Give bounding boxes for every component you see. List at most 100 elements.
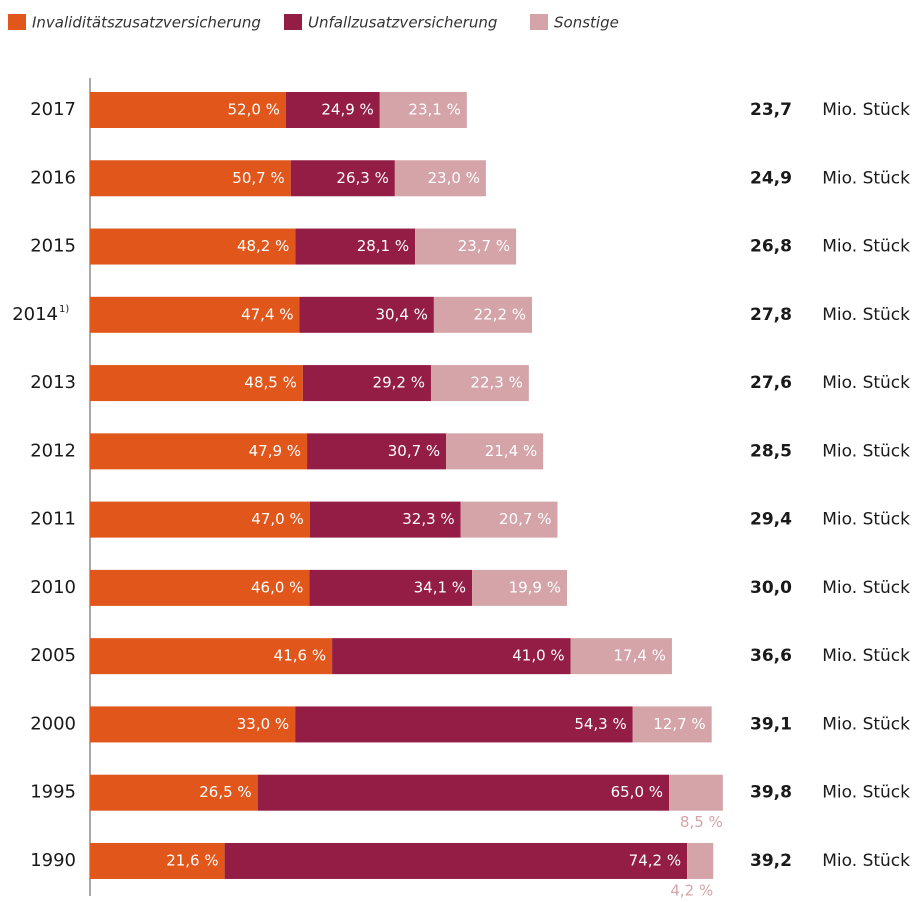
total-value: 27,6 bbox=[750, 373, 792, 393]
total-unit: Mio. Stück bbox=[822, 578, 910, 598]
segment-label: 46,0 % bbox=[251, 578, 303, 596]
bar-segment bbox=[394, 160, 486, 197]
bar-segment bbox=[295, 228, 416, 265]
segment-label: 12,7 % bbox=[653, 715, 705, 733]
bar-segment bbox=[430, 365, 529, 402]
bar-segment bbox=[307, 433, 447, 470]
total-unit: Mio. Stück bbox=[822, 168, 910, 188]
bar-segment bbox=[290, 160, 395, 197]
total-unit: Mio. Stück bbox=[822, 510, 910, 530]
legend-label: Unfallzusatzversicherung bbox=[308, 14, 497, 32]
bar-segment bbox=[224, 842, 688, 879]
total-value: 26,8 bbox=[750, 237, 792, 257]
segment-label: 50,7 % bbox=[232, 169, 284, 187]
bar-segment bbox=[295, 706, 633, 743]
segment-label: 23,7 % bbox=[458, 237, 510, 255]
total-value: 30,0 bbox=[750, 578, 792, 598]
segment-label: 47,9 % bbox=[249, 442, 301, 460]
bar-segment bbox=[687, 842, 714, 879]
total-value: 39,8 bbox=[750, 783, 792, 803]
total-value: 36,6 bbox=[750, 646, 792, 666]
segment-label: 19,9 % bbox=[509, 578, 561, 596]
segment-label: 28,1 % bbox=[357, 237, 409, 255]
segment-label: 26,5 % bbox=[199, 783, 251, 801]
total-value: 24,9 bbox=[750, 168, 792, 188]
segment-label: 24,9 % bbox=[321, 101, 373, 119]
total-value: 28,5 bbox=[750, 441, 792, 461]
total-unit: Mio. Stück bbox=[822, 646, 910, 666]
segment-label: 54,3 % bbox=[574, 715, 626, 733]
segment-label: 47,4 % bbox=[241, 305, 293, 323]
category-label: 2010 bbox=[30, 577, 76, 598]
category-label: 1990 bbox=[30, 850, 76, 871]
segment-label: 34,1 % bbox=[414, 578, 466, 596]
segment-label: 22,3 % bbox=[470, 374, 522, 392]
bar-segment bbox=[309, 569, 473, 606]
bar-segment bbox=[90, 706, 296, 743]
bar-segment bbox=[570, 638, 672, 675]
total-value: 23,7 bbox=[750, 100, 792, 120]
bar-segment bbox=[302, 365, 431, 402]
total-unit: Mio. Stück bbox=[822, 100, 910, 120]
bar-segment bbox=[90, 296, 300, 333]
segment-label: 47,0 % bbox=[251, 510, 303, 528]
category-label: 2014 bbox=[12, 304, 58, 325]
segment-label: 52,0 % bbox=[228, 101, 280, 119]
legend-swatch bbox=[284, 14, 302, 30]
bar-segment bbox=[90, 160, 291, 197]
segment-label: 26,3 % bbox=[336, 169, 388, 187]
bar-segment bbox=[472, 569, 567, 606]
total-unit: Mio. Stück bbox=[822, 851, 910, 871]
segment-label: 23,0 % bbox=[427, 169, 479, 187]
total-value: 27,8 bbox=[750, 305, 792, 325]
category-label: 2012 bbox=[30, 440, 76, 461]
bar-segment bbox=[90, 569, 310, 606]
category-label: 2011 bbox=[30, 509, 76, 530]
bar-segment bbox=[415, 228, 517, 265]
total-value: 29,4 bbox=[750, 510, 792, 530]
segment-label: 74,2 % bbox=[629, 851, 681, 869]
total-unit: Mio. Stück bbox=[822, 237, 910, 257]
segment-label: 8,5 % bbox=[680, 813, 723, 831]
total-unit: Mio. Stück bbox=[822, 783, 910, 803]
category-label: 2013 bbox=[30, 372, 76, 393]
bar-segment bbox=[90, 228, 296, 265]
bar-segment bbox=[379, 92, 467, 128]
segment-label: 21,4 % bbox=[485, 442, 537, 460]
bar-segment bbox=[632, 706, 712, 743]
segment-label: 33,0 % bbox=[237, 715, 289, 733]
bar-segment bbox=[90, 365, 303, 402]
legend-swatch bbox=[530, 14, 548, 30]
bar-segment bbox=[90, 501, 310, 538]
bar-segment bbox=[309, 501, 461, 538]
bar-segment bbox=[332, 638, 571, 675]
total-unit: Mio. Stück bbox=[822, 305, 910, 325]
total-unit: Mio. Stück bbox=[822, 714, 910, 734]
total-unit: Mio. Stück bbox=[822, 441, 910, 461]
category-label: 2017 bbox=[30, 99, 76, 120]
segment-label: 17,4 % bbox=[614, 647, 666, 665]
bar-segment bbox=[90, 842, 225, 879]
bar-segment bbox=[257, 774, 670, 811]
total-unit: Mio. Stück bbox=[822, 373, 910, 393]
segment-label: 20,7 % bbox=[499, 510, 551, 528]
segment-label: 41,0 % bbox=[512, 647, 564, 665]
category-label: 2016 bbox=[30, 167, 76, 188]
segment-label: 48,2 % bbox=[237, 237, 289, 255]
segment-label: 32,3 % bbox=[402, 510, 454, 528]
category-label: 1995 bbox=[30, 782, 76, 803]
segment-label: 65,0 % bbox=[611, 783, 663, 801]
segment-label: 29,2 % bbox=[373, 374, 425, 392]
segment-label: 30,4 % bbox=[375, 305, 427, 323]
category-label: 2015 bbox=[30, 236, 76, 257]
total-value: 39,2 bbox=[750, 851, 792, 871]
segment-label: 48,5 % bbox=[244, 374, 296, 392]
legend-label: Invaliditätszusatzversicherung bbox=[32, 14, 261, 32]
bar-segment bbox=[460, 501, 558, 538]
bar-segment bbox=[90, 638, 333, 675]
footnote-mark: 1) bbox=[59, 304, 69, 315]
bar-segment bbox=[285, 92, 380, 128]
total-value: 39,1 bbox=[750, 714, 792, 734]
segment-label: 41,6 % bbox=[274, 647, 326, 665]
